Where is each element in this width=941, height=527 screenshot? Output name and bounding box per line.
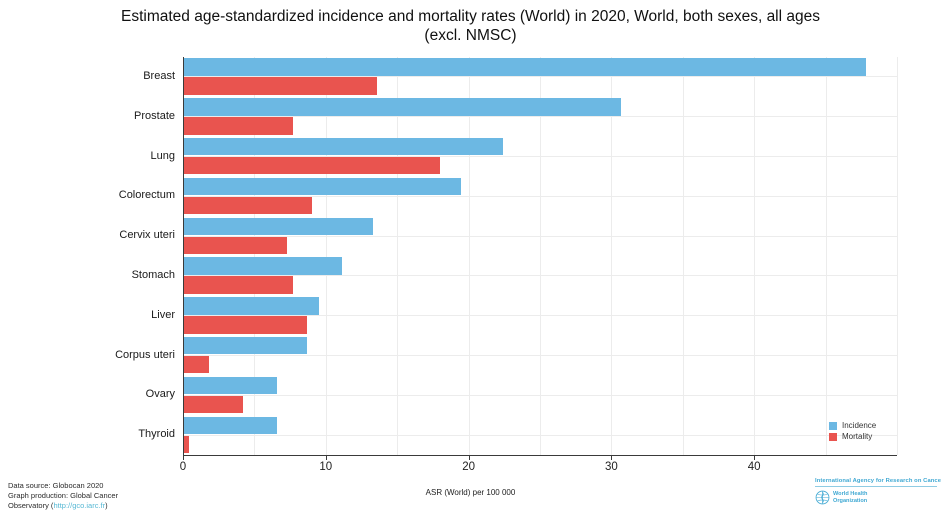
grid-line-horizontal (183, 116, 897, 118)
x-axis-title: ASR (World) per 100 000 (425, 488, 516, 497)
x-tick-label: 30 (604, 461, 618, 473)
x-axis-tick (611, 456, 613, 460)
mortality-bar-cervix-uteri (184, 236, 288, 255)
mortality-bar-ovary (184, 395, 243, 414)
grid-line-vertical (754, 57, 756, 455)
chart-title-line2: (excl. NMSC) (424, 27, 517, 44)
iarc-logo-text: International Agency for Research on Can… (815, 478, 941, 484)
observatory-line: Observatory (http://gco.iarc.fr) (8, 501, 118, 511)
grid-line-horizontal (183, 355, 897, 356)
x-tick-label: 0 (179, 461, 187, 473)
x-axis-line (183, 455, 897, 456)
grid-line-horizontal (183, 156, 897, 157)
x-tick-label: 20 (462, 461, 475, 473)
legend-item-incidence[interactable]: Incidence (829, 420, 876, 431)
mortality-bar-thyroid (184, 435, 190, 454)
grid-line-vertical (611, 57, 613, 455)
chart-legend: Incidence Mortality (829, 420, 876, 442)
grid-line-vertical (254, 57, 256, 455)
legend-label: Incidence (842, 421, 877, 430)
data-source-note: Data source: Globocan 2020 Graph product… (8, 481, 118, 511)
chart-title-line1: Estimated age-standardized incidence and… (120, 8, 820, 25)
grid-line-vertical (825, 57, 827, 455)
incidence-bar-thyroid (184, 416, 278, 435)
who-logo: World Health Organization (815, 490, 939, 505)
incidence-bar-colorectum (184, 177, 462, 196)
category-label: Breast (143, 69, 175, 82)
graph-production-line: Graph production: Global Cancer (8, 491, 119, 500)
x-axis-tick (183, 456, 184, 460)
category-label: Stomach (131, 268, 175, 281)
legend-label: Mortality (842, 432, 873, 441)
category-label: Liver (151, 308, 175, 321)
grid-line-vertical (897, 57, 898, 455)
gco-link[interactable]: http://gco.iarc.fr (53, 501, 106, 510)
category-label: Corpus uteri (115, 348, 175, 361)
mortality-swatch-icon (829, 432, 837, 441)
bar-chart-plot-area: Breast Prostate Lung Colorectum Cervix uteri… (115, 57, 898, 473)
category-label: Ovary (145, 388, 175, 401)
incidence-bar-ovary (184, 376, 278, 395)
who-text-line1: World Health (833, 491, 868, 497)
iarc-who-logo: International Agency for Research on Can… (815, 478, 941, 505)
who-text-line2: Organization (833, 497, 868, 504)
y-axis-line (183, 57, 184, 456)
incidence-bar-cervix-uteri (184, 217, 373, 236)
category-label: Lung (150, 149, 175, 162)
x-axis-tick (468, 456, 470, 460)
x-tick-label: 10 (319, 461, 333, 473)
grid-line-horizontal (183, 275, 897, 277)
data-source-line: Data source: Globocan 2020 (8, 481, 104, 490)
chart-title: Estimated age-standardized incidence and… (0, 7, 941, 45)
incidence-bar-stomach (184, 257, 342, 275)
grid-line-vertical (397, 57, 399, 455)
mortality-bar-liver (184, 316, 308, 334)
x-tick-label: 40 (747, 461, 761, 473)
grid-line-vertical (682, 57, 684, 455)
incidence-bar-lung (184, 137, 503, 156)
observatory-suffix: ) (105, 501, 108, 510)
mortality-bar-stomach (184, 276, 293, 294)
category-label: Colorectum (118, 189, 175, 202)
category-label: Prostate (134, 109, 175, 122)
x-axis-tick (325, 456, 327, 460)
incidence-swatch-icon (829, 421, 837, 430)
legend-item-mortality[interactable]: Mortality (829, 431, 876, 442)
mortality-bar-colorectum (184, 196, 312, 215)
who-emblem-icon (815, 490, 830, 505)
incidence-bar-liver (184, 297, 319, 315)
observatory-prefix: Observatory ( (8, 501, 54, 510)
category-label: Cervix uteri (119, 229, 175, 242)
incidence-bar-prostate (184, 98, 622, 116)
category-label: Thyroid (138, 428, 175, 441)
grid-line-horizontal (183, 315, 897, 317)
who-logo-text: World Health Organization (833, 491, 867, 504)
grid-line-horizontal (183, 76, 897, 78)
mortality-bar-lung (184, 156, 441, 175)
grid-line-horizontal (183, 195, 897, 197)
grid-line-horizontal (183, 434, 897, 436)
x-axis-tick (754, 456, 756, 460)
mortality-bar-breast (184, 77, 378, 95)
grid-line-horizontal (183, 394, 897, 396)
mortality-bar-prostate (184, 117, 293, 135)
grid-line-vertical (540, 57, 541, 455)
grid-line-vertical (468, 57, 470, 455)
incidence-bar-corpus-uteri (184, 336, 308, 355)
grid-line-horizontal (183, 235, 897, 237)
incidence-bar-breast (184, 58, 866, 76)
grid-line-vertical (325, 57, 327, 455)
mortality-bar-corpus-uteri (184, 355, 209, 374)
iarc-logo-rule (815, 486, 937, 487)
